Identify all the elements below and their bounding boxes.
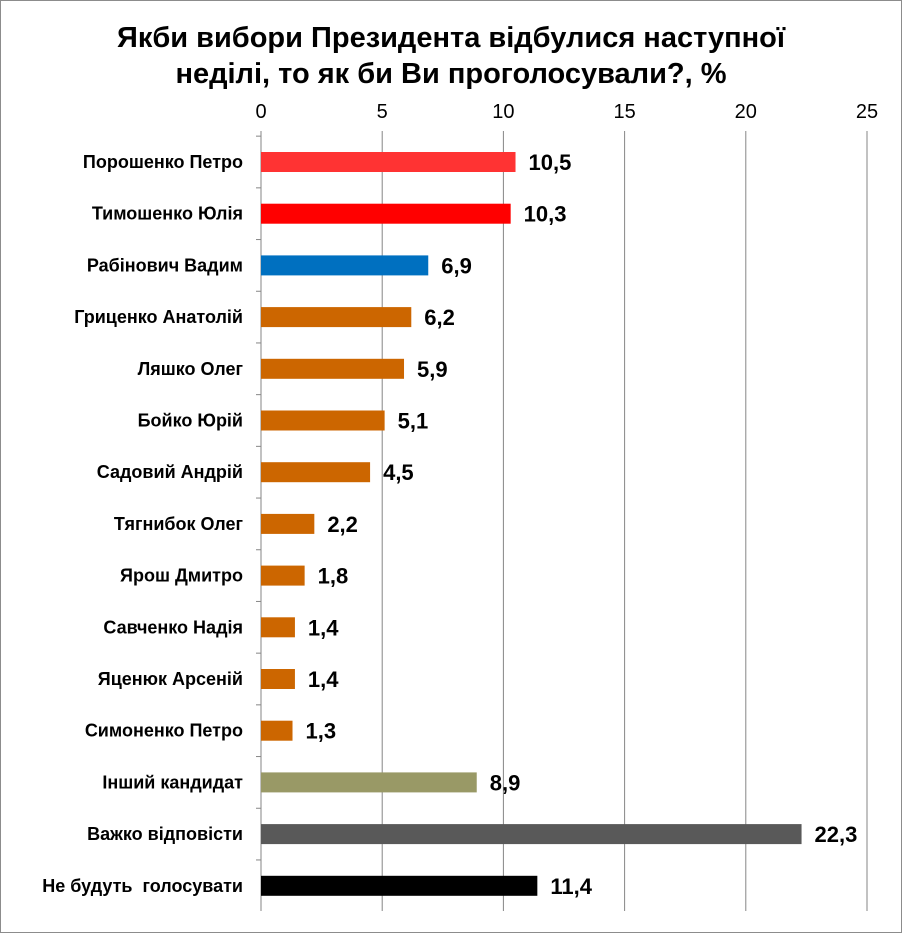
data-label-14: 22,3 <box>815 822 858 847</box>
data-label-9: 1,8 <box>318 564 349 589</box>
bar-8 <box>261 513 315 534</box>
category-label-8: Тягнибок Олег <box>114 514 244 534</box>
bar-6 <box>261 410 385 431</box>
category-label-15: Не будуть голосувати <box>42 876 243 896</box>
bar-13 <box>261 772 477 793</box>
data-label-13: 8,9 <box>490 770 521 795</box>
category-label-9: Ярош Дмитро <box>120 566 243 586</box>
category-label-11: Яценюк Арсеній <box>98 669 243 689</box>
bar-10 <box>261 617 295 638</box>
x-tick-label-5: 5 <box>377 101 388 123</box>
x-tick-label-25: 25 <box>856 101 878 123</box>
x-tick-label-10: 10 <box>492 101 514 123</box>
category-label-1: Порошенко Петро <box>83 152 243 172</box>
chart-title-line-1: Якби вибори Президента відбулися наступн… <box>117 22 786 54</box>
category-label-3: Рабінович Вадим <box>87 255 243 275</box>
data-label-1: 10,5 <box>529 150 572 175</box>
bar-15 <box>261 875 538 896</box>
bar-9 <box>261 565 305 586</box>
category-label-2: Тимошенко Юлія <box>92 204 243 224</box>
bar-11 <box>261 669 295 689</box>
data-label-2: 10,3 <box>524 202 567 227</box>
category-label-10: Савченко Надія <box>103 617 243 637</box>
bar-2 <box>261 203 511 224</box>
x-tick-label-15: 15 <box>613 101 635 123</box>
bar-1 <box>261 152 516 172</box>
bar-5 <box>261 358 405 379</box>
bar-12 <box>261 720 293 741</box>
bars <box>261 152 802 896</box>
data-label-7: 4,5 <box>383 460 414 485</box>
category-label-5: Ляшко Олег <box>138 359 244 379</box>
data-label-15: 11,4 <box>550 874 592 899</box>
data-label-12: 1,3 <box>306 719 337 744</box>
data-label-3: 6,9 <box>441 253 472 278</box>
labels: Порошенко Петро 10,5 Тимошенко Юлія 10,3 Раб… <box>42 150 857 899</box>
category-label-4: Гриценко Анатолій <box>74 307 243 327</box>
x-tick-label-20: 20 <box>735 101 757 123</box>
category-label-7: Садовий Андрій <box>97 462 243 482</box>
x-tick-label-0: 0 <box>255 101 266 123</box>
bar-4 <box>261 307 412 328</box>
category-label-14: Важко відповісти <box>87 824 243 844</box>
chart-title-line-2: неділі, то як би Ви проголосували?, % <box>175 58 726 90</box>
data-label-5: 5,9 <box>417 357 448 382</box>
gridlines <box>381 131 868 911</box>
category-label-13: Інший кандидат <box>102 772 243 792</box>
bar-14 <box>261 824 802 845</box>
bar-7 <box>261 462 371 483</box>
category-label-6: Бойко Юрій <box>138 411 243 431</box>
data-label-4: 6,2 <box>424 305 455 330</box>
category-label-12: Симоненко Петро <box>85 721 243 741</box>
data-label-8: 2,2 <box>327 512 358 537</box>
data-label-6: 5,1 <box>398 409 429 434</box>
bar-3 <box>261 255 429 276</box>
data-label-10: 1,4 <box>308 615 339 640</box>
data-label-11: 1,4 <box>308 667 339 692</box>
